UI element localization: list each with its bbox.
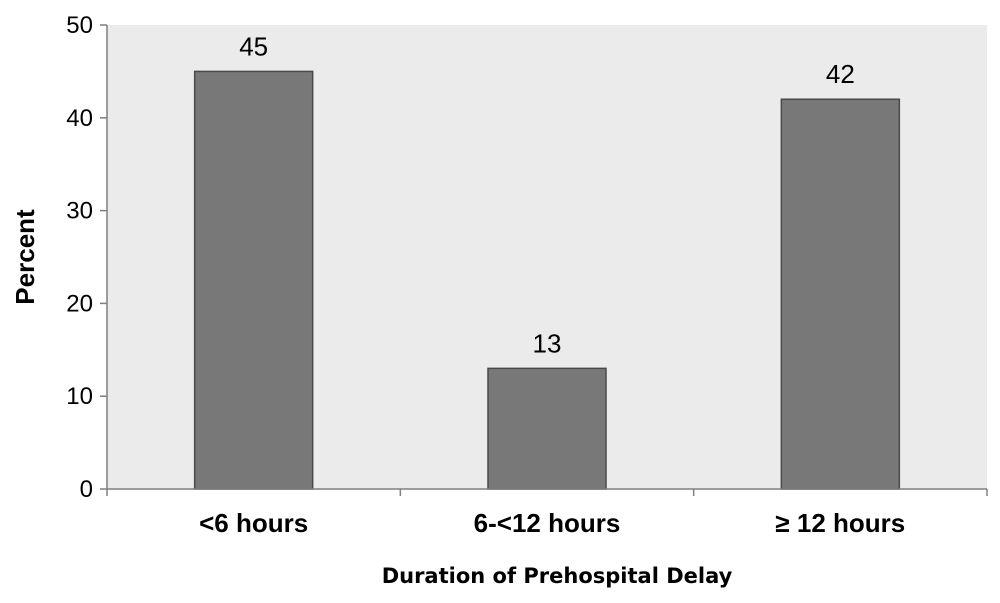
bar	[487, 367, 607, 490]
y-tick-label: 50	[66, 12, 93, 39]
data-label: 45	[239, 31, 268, 61]
bar	[780, 98, 901, 490]
x-tick-label: 6-<12 hours	[474, 508, 621, 538]
data-label: 13	[533, 328, 562, 358]
x-tick-label: <6 hours	[199, 508, 308, 538]
data-label: 42	[826, 59, 855, 89]
y-axis-title: Percent	[10, 209, 40, 305]
y-tick-label: 20	[66, 290, 93, 317]
axes-group	[100, 24, 988, 496]
y-tick-label: 40	[66, 105, 93, 132]
labels-group: 45 <6 hours 13 6-<12 hours 42 ≥ 12 hours 0 10 20…	[66, 12, 905, 538]
x-tick-label: ≥ 12 hours	[775, 508, 905, 538]
bars-group	[193, 70, 901, 490]
y-tick-label: 30	[66, 198, 93, 225]
bar	[193, 70, 314, 490]
y-tick-label: 0	[80, 476, 93, 503]
y-tick-label: 10	[66, 383, 93, 410]
x-axis-title: Duration of Prehospital Delay	[382, 564, 733, 588]
